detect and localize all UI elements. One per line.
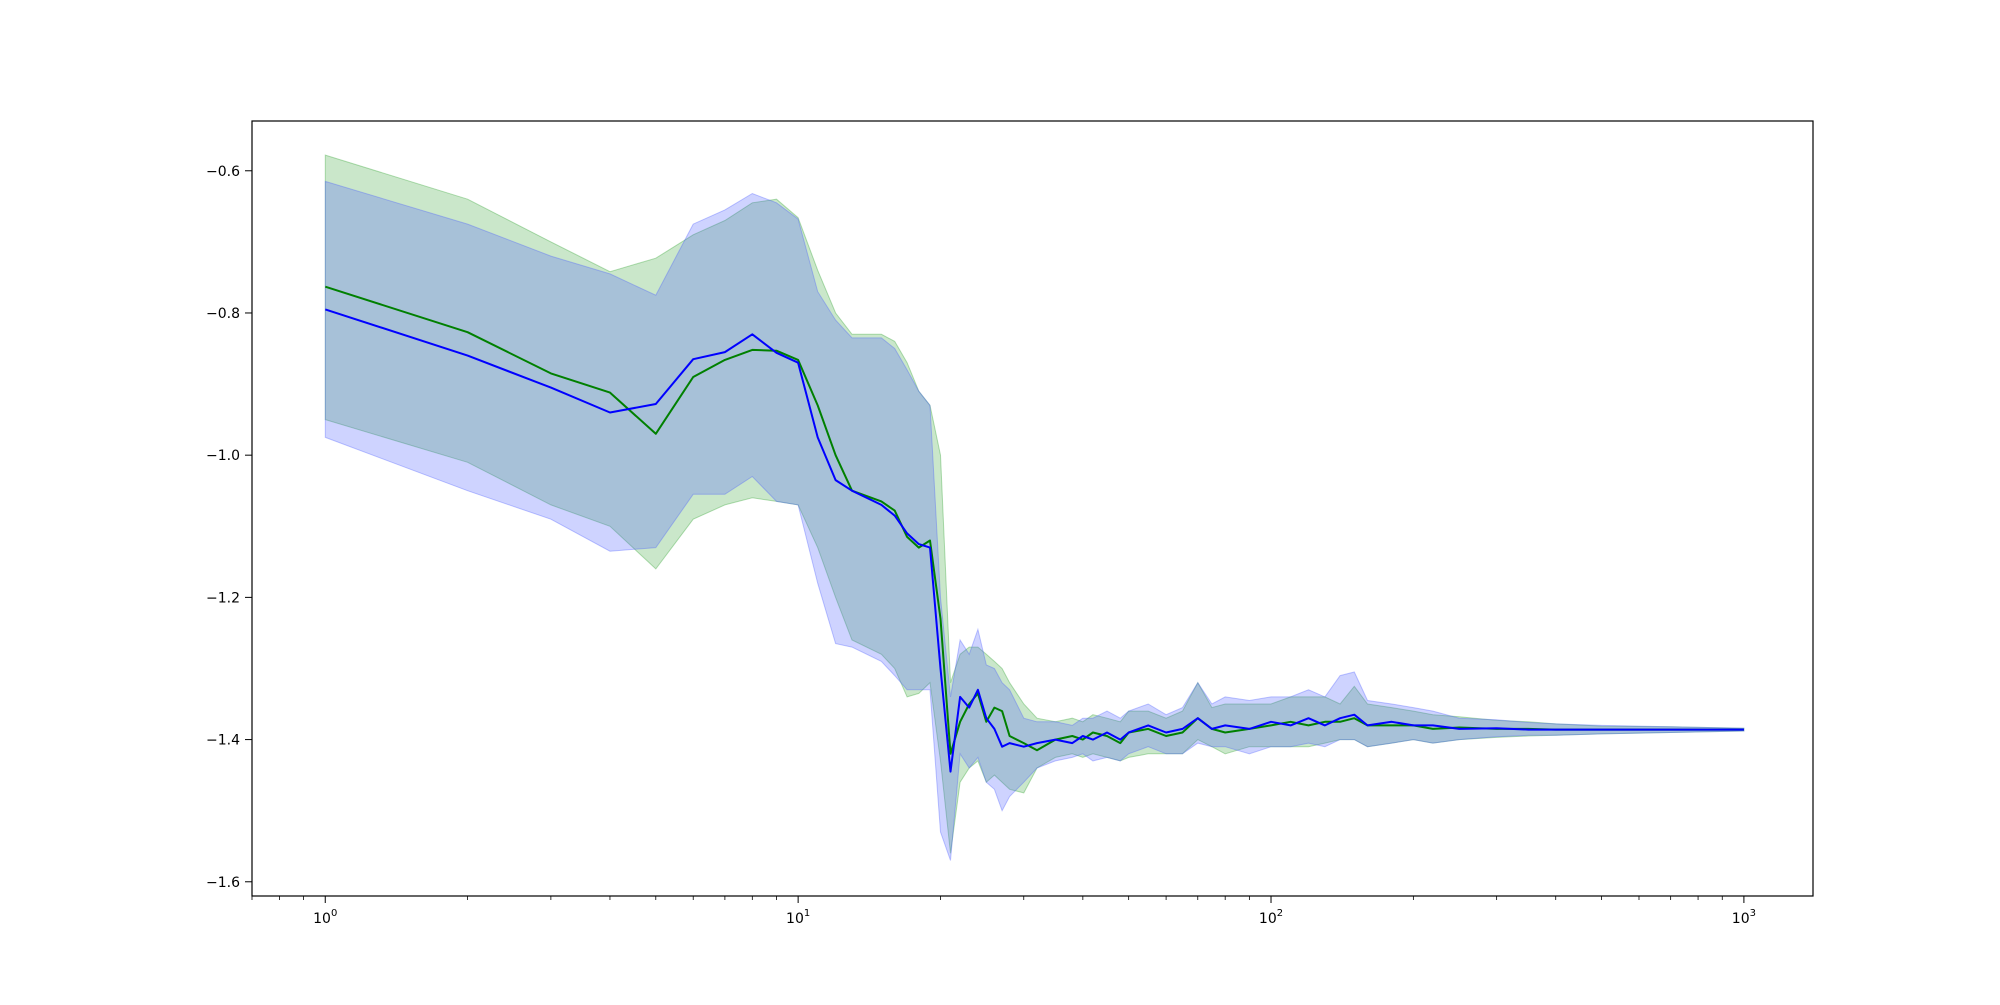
y-axis: −0.6 −0.8 −1.0 −1.2 −1.4 −1.6 [206,164,252,891]
series-2-line [324,308,1744,773]
y-tick-label: −1.6 [206,875,240,891]
x-tick-label: 102 [1259,908,1283,927]
x-tick-label: 101 [786,908,810,927]
y-tick-label: −1.0 [206,448,240,464]
y-tick-label: −0.8 [206,306,240,322]
x-tick-label: 100 [313,908,337,927]
y-tick-label: −1.4 [206,733,240,749]
x-axis: 100 101 102 103 [251,896,1756,927]
confidence-bands [324,154,1745,861]
series-1-band [324,154,1745,854]
y-tick-label: −1.2 [206,590,240,606]
x-tick-label: 103 [1732,908,1756,927]
series-2-band [324,180,1745,861]
series-lines [324,285,1744,773]
plot-frame [251,120,1814,897]
y-tick-label: −0.6 [206,164,240,180]
